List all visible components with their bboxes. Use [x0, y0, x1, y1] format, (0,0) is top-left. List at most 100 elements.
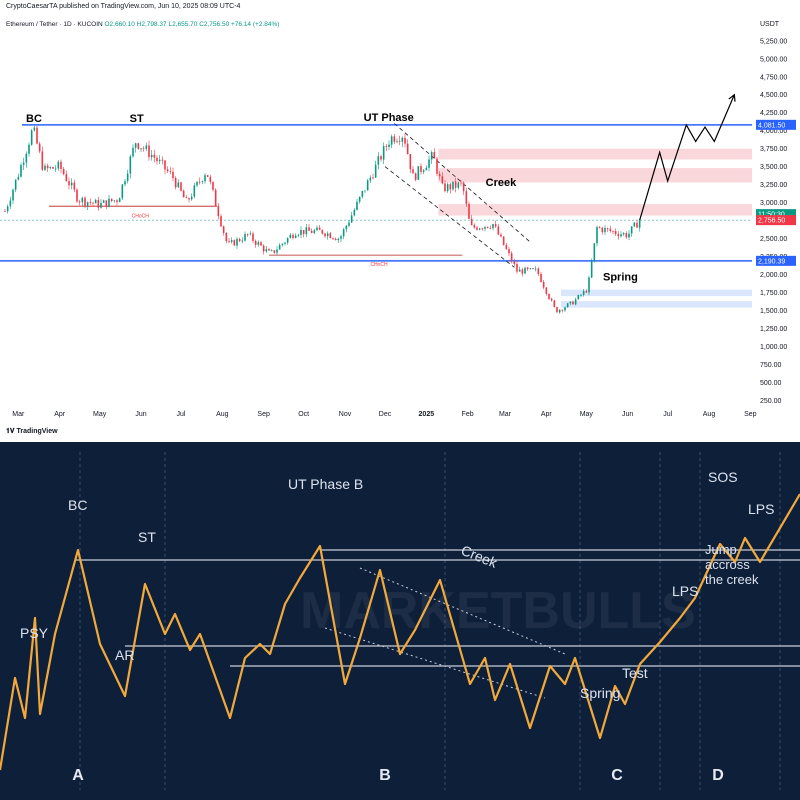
candle-body — [233, 240, 236, 246]
candle-body — [556, 307, 558, 313]
candle-body — [86, 202, 89, 206]
candle-body — [262, 245, 265, 252]
candle-body — [292, 234, 294, 238]
candle-body — [188, 198, 190, 200]
candle-body — [9, 200, 12, 207]
y-tick-label: 750.00 — [760, 362, 782, 369]
price-tag — [756, 119, 796, 130]
x-tick-label: Jun — [135, 411, 146, 418]
candle-body — [44, 165, 46, 170]
sos-label: SOS — [708, 469, 738, 485]
candle-body — [89, 202, 92, 203]
test-label: Test — [622, 665, 648, 681]
candle-body — [182, 190, 185, 198]
candle-body — [596, 227, 598, 244]
candle-body — [140, 148, 142, 150]
candle-body — [36, 127, 38, 144]
candle-body — [169, 171, 172, 172]
candle-body — [436, 158, 438, 174]
candle-body — [284, 242, 286, 244]
candle-body — [217, 205, 220, 217]
candle-body — [428, 159, 430, 168]
candle-body — [454, 181, 457, 188]
candle-body — [388, 144, 390, 147]
candle-body — [244, 234, 246, 241]
candle-body — [118, 198, 121, 203]
x-tick-label: Jul — [663, 411, 672, 418]
candle-body — [100, 202, 102, 208]
candle-body — [382, 146, 385, 160]
candle-body — [444, 183, 446, 192]
candle-body — [318, 227, 321, 230]
creek-channel-lower — [384, 166, 515, 268]
phase-c-label: C — [611, 767, 623, 784]
candle-body — [446, 184, 449, 192]
candle-body — [14, 179, 17, 190]
price-chart-svg[interactable]: 5,250.00 5,000.00 4,750.00 4,500.00 4,250.00… — [0, 0, 800, 440]
candle-body — [252, 233, 254, 241]
candle-body — [164, 160, 166, 170]
candle-body — [502, 236, 505, 246]
candle-body — [374, 164, 377, 178]
candle-body — [598, 227, 601, 228]
candle-body — [222, 226, 225, 233]
candle-body — [569, 301, 572, 304]
candle-body — [372, 177, 374, 179]
candle-body — [206, 175, 209, 177]
candle-body — [209, 176, 212, 182]
candle-body — [550, 298, 553, 301]
candle-body — [452, 181, 454, 190]
candle-body — [537, 268, 540, 275]
watermark-text: MARKETBULLS — [300, 582, 696, 640]
symbol-name: Ethereum / Tether · 1D · KUCOIN — [6, 21, 103, 28]
candle-body — [356, 201, 358, 210]
phase-b-label: B — [379, 767, 391, 784]
candle-body — [553, 300, 556, 308]
candle-body — [310, 230, 313, 233]
candle-body — [497, 226, 500, 235]
candle-body — [254, 240, 257, 245]
candle-body — [294, 235, 297, 238]
candle-body — [289, 234, 292, 239]
candle-body — [548, 293, 550, 299]
candle-body — [220, 216, 222, 227]
candle-body — [25, 153, 28, 163]
bc-label: BC — [68, 497, 87, 513]
x-tick-label: May — [93, 411, 107, 418]
psy-label: PSY — [20, 625, 49, 641]
candle-body — [308, 227, 310, 231]
creek-lower-line — [324, 627, 546, 699]
candle-body — [225, 232, 228, 242]
candle-body — [478, 228, 481, 230]
candle-body — [337, 238, 340, 241]
candle-body — [612, 231, 614, 232]
candle-body — [92, 202, 94, 204]
candle-body — [124, 181, 126, 185]
x-tick-label: Jul — [177, 411, 186, 418]
candle-body — [340, 236, 342, 239]
candle-body — [545, 287, 548, 294]
candle-body — [270, 250, 273, 252]
publisher-line: CryptoCaesarTA published on TradingView.… — [6, 3, 241, 10]
candle-body — [174, 178, 177, 188]
candle-body — [302, 229, 305, 235]
wyckoff-diagram-panel: MARKETBULLS PSY BC AR ST UT Phase B Spring Test… — [0, 442, 800, 800]
price-tag-label: 4,081.50 — [758, 122, 785, 129]
supply-zone — [438, 168, 752, 183]
y-tick-label: 4,750.00 — [760, 74, 787, 81]
candle-body — [166, 169, 169, 172]
candle-body — [116, 200, 118, 203]
tradingview-logo: 𝟏𝐕 TradingView — [6, 428, 58, 436]
candle-body — [414, 173, 417, 180]
jump-label-line1: Jump — [705, 542, 737, 557]
candle-body — [636, 222, 638, 228]
candle-body — [22, 162, 25, 165]
candle-body — [49, 167, 52, 169]
candle-body — [54, 168, 57, 170]
candle-body — [638, 220, 641, 228]
candle-body — [476, 227, 478, 230]
candle-body — [433, 152, 436, 159]
x-tick-label: May — [580, 411, 594, 418]
candle-body — [236, 238, 238, 246]
